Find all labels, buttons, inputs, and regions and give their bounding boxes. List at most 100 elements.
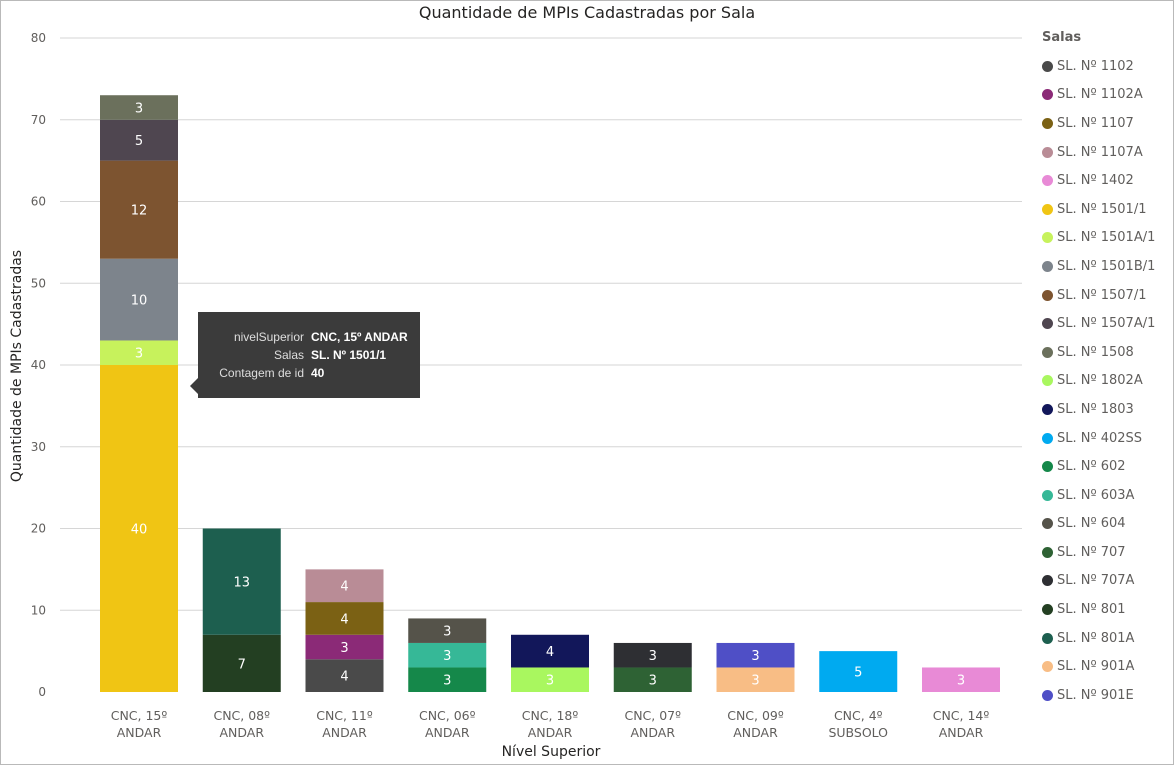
legend-marker [1042,60,1053,72]
data-label: 3 [751,674,759,689]
bar-segment[interactable] [511,634,589,668]
y-axis-title: Quantidade de MPIs Cadastradas [9,250,25,482]
x-tick-label: CNC, 08º [213,708,270,723]
legend-item[interactable]: SL. Nº 1501/1 [1042,195,1172,224]
legend-label: SL. Nº 1402 [1057,173,1134,189]
y-tick-label: 0 [38,685,46,699]
legend-item[interactable]: SL. Nº 602 [1042,452,1172,481]
bar-segment[interactable] [100,258,178,341]
bar-segment[interactable] [100,365,178,692]
legend-item[interactable]: SL. Nº 901A [1042,652,1172,681]
bar-segment[interactable] [100,119,178,161]
bar-segment[interactable] [100,340,178,365]
x-tick-label: ANDAR [117,725,162,740]
x-tick-label: CNC, 09º [727,708,784,723]
chart-title: Quantidade de MPIs Cadastradas por Sala [418,3,756,22]
data-label: 3 [443,674,451,689]
data-label: 3 [443,649,451,664]
bar-segment[interactable] [305,569,384,603]
legend-label: SL. Nº 1107A [1057,144,1143,160]
legend-label: SL. Nº 901E [1057,687,1134,703]
y-tick-label: 40 [31,358,46,372]
x-tick-label: CNC, 14º [933,708,990,723]
bar-segment[interactable] [305,634,384,660]
x-tick-label: SUBSOLO [828,725,888,740]
legend-label: SL. Nº 707A [1057,573,1135,589]
legend-label: SL. Nº 602 [1057,459,1126,475]
legend-marker [1042,403,1053,415]
data-label: 4 [546,645,554,660]
x-tick-label: ANDAR [528,725,573,740]
y-tick-label: 10 [31,603,46,617]
bar-segment[interactable] [305,602,384,635]
legend-item[interactable]: SL. Nº 1402 [1042,166,1172,195]
bar-segment[interactable] [511,667,589,692]
legend-item[interactable]: SL. Nº 604 [1042,510,1172,539]
x-tick-label: ANDAR [630,725,675,740]
tooltip-value: SL. Nº 1501/1 [311,348,387,362]
legend-item[interactable]: SL. Nº 1507/1 [1042,281,1172,310]
legend-marker [1042,575,1053,587]
x-tick-label: CNC, 18º [522,708,579,723]
legend-item[interactable]: SL. Nº 1803 [1042,395,1172,424]
legend-item[interactable]: SL. Nº 1107 [1042,109,1172,138]
bar-segment[interactable] [408,667,487,692]
bar-segment[interactable] [305,659,384,692]
legend-label: SL. Nº 1501/1 [1057,201,1147,217]
tooltip-value: 40 [311,366,325,380]
bar-segment[interactable] [202,634,281,692]
legend-item[interactable]: SL. Nº 1102A [1042,81,1172,110]
legend-label: SL. Nº 801 [1057,602,1126,618]
data-label: 3 [649,674,657,689]
bar-segment[interactable] [408,618,487,643]
bar-segment[interactable] [100,95,178,120]
data-label: 4 [340,670,348,685]
legend-label: SL. Nº 1102 [1057,58,1134,74]
data-label: 3 [135,347,143,362]
y-tick-label: 80 [31,31,46,45]
legend-label: SL. Nº 1803 [1057,401,1134,417]
bar-segment[interactable] [613,667,692,692]
legend-marker [1042,89,1053,101]
legend-marker [1042,689,1053,701]
x-tick-label: CNC, 4º [834,708,883,723]
legend-item[interactable]: SL. Nº 1501A/1 [1042,224,1172,253]
legend[interactable]: SL. Nº 1102 SL. Nº 1102A SL. Nº 1107 SL. Nº… [1042,52,1172,710]
data-label: 10 [131,294,148,309]
legend-item[interactable]: SL. Nº 1501B/1 [1042,252,1172,281]
legend-title: Salas [1042,30,1082,45]
bar-segment[interactable] [202,528,281,635]
legend-label: SL. Nº 1107 [1057,115,1134,131]
legend-item[interactable]: SL. Nº 402SS [1042,424,1172,453]
data-label: 3 [649,649,657,664]
legend-item[interactable]: SL. Nº 901E [1042,681,1172,710]
legend-item[interactable]: SL. Nº 707 [1042,538,1172,567]
bar-segment[interactable] [613,642,692,668]
legend-marker [1042,375,1053,387]
bar-segment[interactable] [716,667,795,692]
bar-segment[interactable] [100,160,178,259]
bar-segment[interactable] [922,667,1000,692]
legend-item[interactable]: SL. Nº 801A [1042,624,1172,653]
legend-label: SL. Nº 1507/1 [1057,287,1147,303]
data-label: 12 [131,204,148,219]
data-label: 3 [340,641,348,656]
legend-item[interactable]: SL. Nº 801 [1042,595,1172,624]
legend-marker [1042,346,1053,358]
legend-item[interactable]: SL. Nº 1102 [1042,52,1172,81]
legend-item[interactable]: SL. Nº 1507A/1 [1042,309,1172,338]
legend-label: SL. Nº 603A [1057,487,1135,503]
bar-segment[interactable] [819,651,898,692]
bar-segment[interactable] [408,642,487,668]
legend-item[interactable]: SL. Nº 1107A [1042,138,1172,167]
y-tick-label: 50 [31,276,46,290]
legend-item[interactable]: SL. Nº 1802A [1042,367,1172,396]
data-label: 13 [233,576,250,591]
legend-item[interactable]: SL. Nº 1508 [1042,338,1172,367]
legend-item[interactable]: SL. Nº 603A [1042,481,1172,510]
legend-marker [1042,461,1053,473]
legend-marker [1042,260,1053,272]
bar-segment[interactable] [716,642,795,668]
legend-item[interactable]: SL. Nº 707A [1042,567,1172,596]
